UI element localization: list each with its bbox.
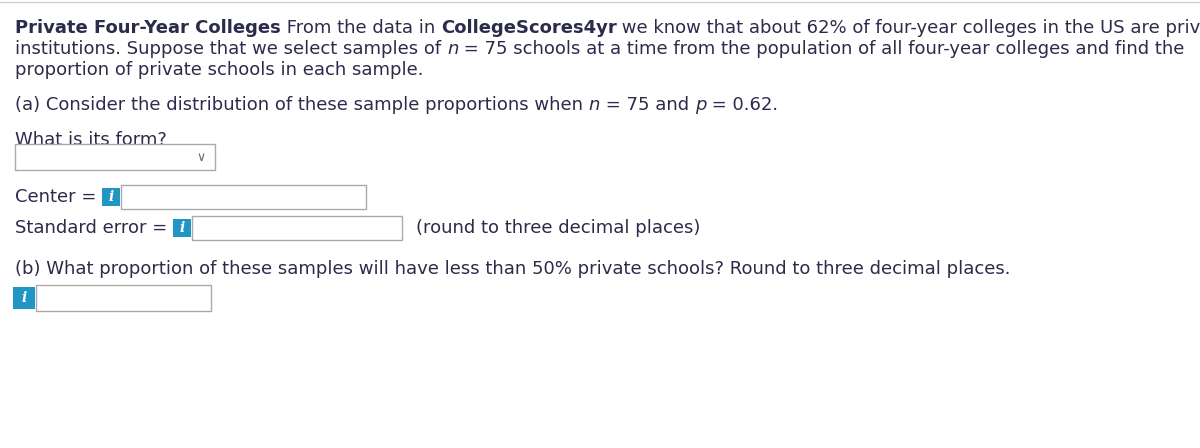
Text: From the data in: From the data in: [281, 19, 440, 37]
FancyBboxPatch shape: [102, 188, 120, 206]
Text: = 75 schools at a time from the population of all four-year colleges and find th: = 75 schools at a time from the populati…: [458, 40, 1184, 58]
Text: ∨: ∨: [197, 151, 205, 164]
Text: i: i: [179, 221, 185, 235]
Text: (b) What proportion of these samples will have less than 50% private schools? Ro: (b) What proportion of these samples wil…: [14, 260, 1010, 278]
Text: institutions. Suppose that we select samples of: institutions. Suppose that we select sam…: [14, 40, 446, 58]
Text: = 0.62.: = 0.62.: [707, 96, 779, 114]
Text: p: p: [695, 96, 707, 114]
FancyBboxPatch shape: [36, 285, 211, 311]
FancyBboxPatch shape: [13, 287, 35, 309]
Text: CollegeScores4yr: CollegeScores4yr: [440, 19, 617, 37]
Text: n: n: [589, 96, 600, 114]
FancyBboxPatch shape: [14, 144, 215, 170]
Text: proportion of private schools in each sample.: proportion of private schools in each sa…: [14, 61, 424, 79]
Text: Center =: Center =: [14, 188, 102, 206]
Text: n: n: [446, 40, 458, 58]
Text: (a) Consider the distribution of these sample proportions when: (a) Consider the distribution of these s…: [14, 96, 589, 114]
FancyBboxPatch shape: [173, 219, 191, 237]
Text: i: i: [22, 291, 26, 305]
Text: Standard error =: Standard error =: [14, 219, 173, 237]
Text: = 75 and: = 75 and: [600, 96, 695, 114]
Text: Private Four-Year Colleges: Private Four-Year Colleges: [14, 19, 281, 37]
Text: i: i: [108, 190, 114, 204]
Text: What is its form?: What is its form?: [14, 131, 167, 149]
Text: we know that about 62% of four-year colleges in the US are private: we know that about 62% of four-year coll…: [617, 19, 1200, 37]
FancyBboxPatch shape: [121, 185, 366, 209]
FancyBboxPatch shape: [192, 216, 402, 240]
Text: (round to three decimal places): (round to three decimal places): [416, 219, 701, 237]
